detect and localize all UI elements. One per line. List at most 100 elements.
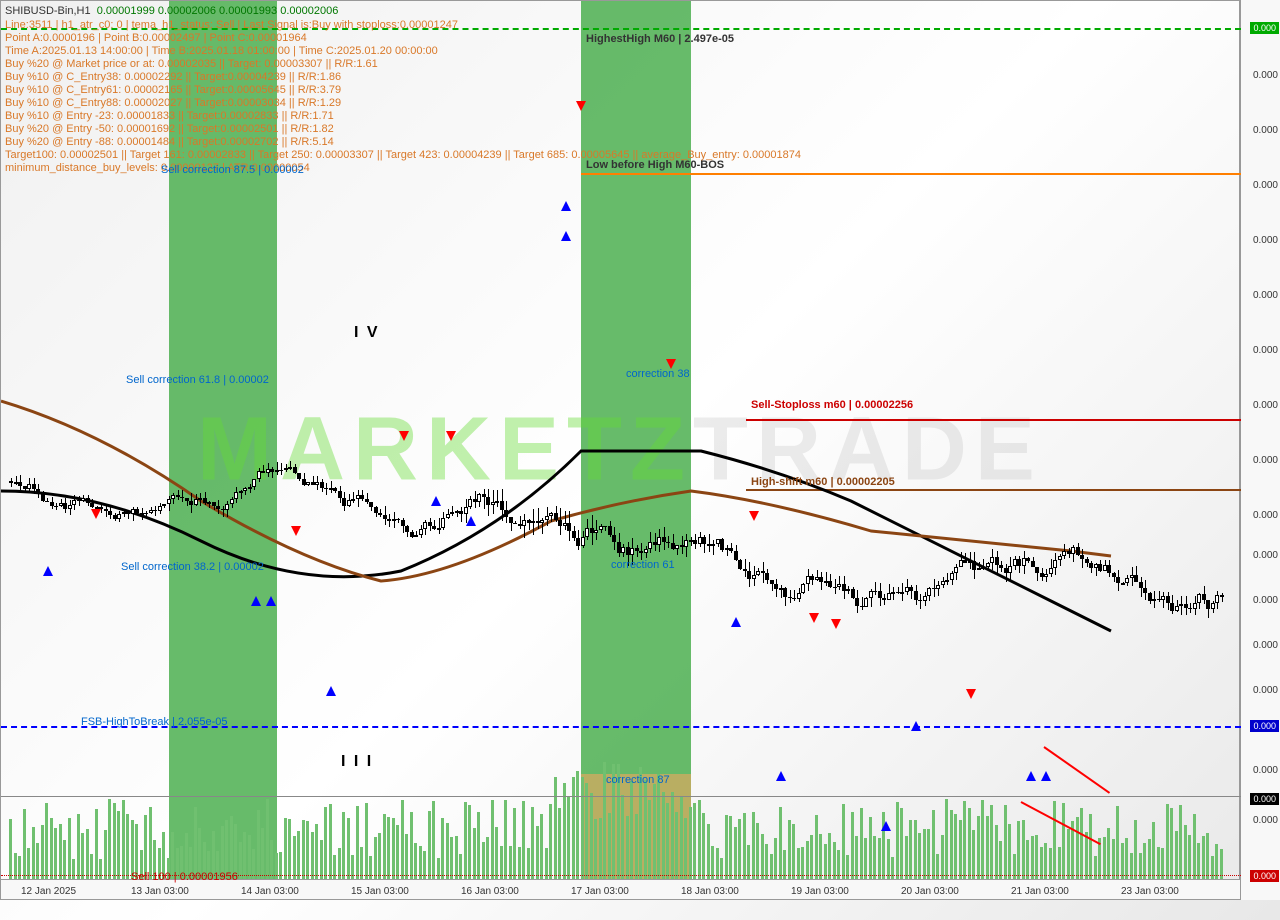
candle-body (32, 484, 36, 489)
candle-body (477, 494, 481, 502)
volume-bar (1148, 839, 1151, 879)
candle-body (936, 585, 940, 589)
green-zone-2 (581, 1, 691, 881)
candle-body (270, 469, 274, 471)
candle-body (1044, 574, 1048, 577)
candle-body (167, 499, 171, 504)
volume-bar (1184, 825, 1187, 879)
candle-body (680, 545, 684, 547)
candle-body (900, 592, 904, 594)
candle-wick (146, 511, 147, 517)
candle-body (81, 498, 85, 501)
candle-body (1166, 596, 1170, 603)
candle-body (1206, 600, 1210, 609)
volume-bar (54, 828, 57, 879)
volume-bar (401, 800, 404, 879)
volume-bar (266, 799, 269, 879)
candle-body (90, 503, 94, 506)
info-buy10-88: Buy %10 @ C_Entry88: 0.00002027 || Targe… (5, 97, 341, 109)
candle-body (1134, 575, 1138, 581)
candle-body (1197, 594, 1201, 602)
candle-body (995, 557, 999, 565)
candle-body (770, 580, 774, 584)
volume-bar (900, 808, 903, 879)
arrow-up-icon (431, 496, 441, 506)
x-tick: 18 Jan 03:00 (681, 886, 739, 897)
volume-bar (869, 817, 872, 879)
volume-bar (725, 815, 728, 879)
candle-body (837, 584, 841, 586)
x-tick: 20 Jan 03:00 (901, 886, 959, 897)
volume-bar (1179, 805, 1182, 879)
volume-bar (1067, 829, 1070, 879)
volume-bar (59, 824, 62, 879)
candle-wick (277, 462, 278, 474)
volume-bar (104, 830, 107, 879)
candle-body (432, 526, 436, 529)
volume-bar (815, 815, 818, 879)
candle-body (729, 548, 733, 551)
candle-body (1175, 606, 1179, 610)
volume-bar (230, 816, 233, 879)
candle-body (1031, 561, 1035, 567)
volume-bar (81, 833, 84, 879)
volume-bar (689, 807, 692, 879)
candle-body (450, 512, 454, 514)
volume-bar (63, 840, 66, 879)
volume-bar (653, 784, 656, 880)
volume-bar (482, 842, 485, 879)
volume-bar (1202, 836, 1205, 879)
volume-bar (806, 841, 809, 879)
y-tick: 0.000 (1253, 180, 1278, 191)
candle-body (495, 501, 499, 503)
volume-bar (576, 771, 579, 879)
candle-body (194, 499, 198, 504)
candle-body (387, 519, 391, 521)
highest-high-label: HighestHigh M60 | 2.497e-05 (586, 33, 734, 45)
x-tick: 21 Jan 03:00 (1011, 886, 1069, 897)
candle-body (932, 588, 936, 589)
volume-bar (446, 823, 449, 879)
candle-body (518, 524, 522, 526)
candle-body (590, 528, 594, 533)
arrow-down-icon (446, 431, 456, 441)
candle-body (149, 510, 153, 513)
candle-body (122, 512, 126, 514)
candle-body (603, 526, 607, 527)
volume-bar (1188, 835, 1191, 879)
volume-bar (513, 808, 516, 879)
price-label: 0.000 (1250, 793, 1279, 805)
candle-wick (862, 597, 863, 609)
volume-bar (878, 838, 881, 879)
candle-body (774, 584, 778, 589)
volume-bar (270, 840, 273, 879)
x-tick: 19 Jan 03:00 (791, 886, 849, 897)
candle-body (45, 501, 49, 502)
volume-bar (918, 833, 921, 879)
candle-body (585, 528, 589, 537)
volume-bar (914, 820, 917, 879)
volume-bar (765, 844, 768, 879)
volume-bar (293, 836, 296, 879)
candle-body (554, 513, 558, 520)
volume-bar (932, 810, 935, 880)
candle-wick (182, 490, 183, 502)
arrow-up-icon (776, 771, 786, 781)
volume-bar (297, 831, 300, 879)
arrow-up-icon (731, 617, 741, 627)
y-tick: 0.000 (1253, 765, 1278, 776)
candle-body (1125, 578, 1129, 583)
correction-38: correction 38 (626, 368, 690, 380)
volume-bar (675, 812, 678, 879)
volume-bar (410, 812, 413, 879)
volume-bar (486, 837, 489, 879)
arrow-up-icon (326, 686, 336, 696)
candle-body (1049, 568, 1053, 574)
chart-container[interactable]: MARKETZTRADE // inline generation placeh… (0, 0, 1240, 900)
volume-bar (1107, 828, 1110, 879)
volume-bar (536, 826, 539, 879)
volume-bar (432, 801, 435, 879)
volume-bar (9, 819, 12, 879)
candle-body (234, 492, 238, 499)
volume-bar (581, 777, 584, 879)
